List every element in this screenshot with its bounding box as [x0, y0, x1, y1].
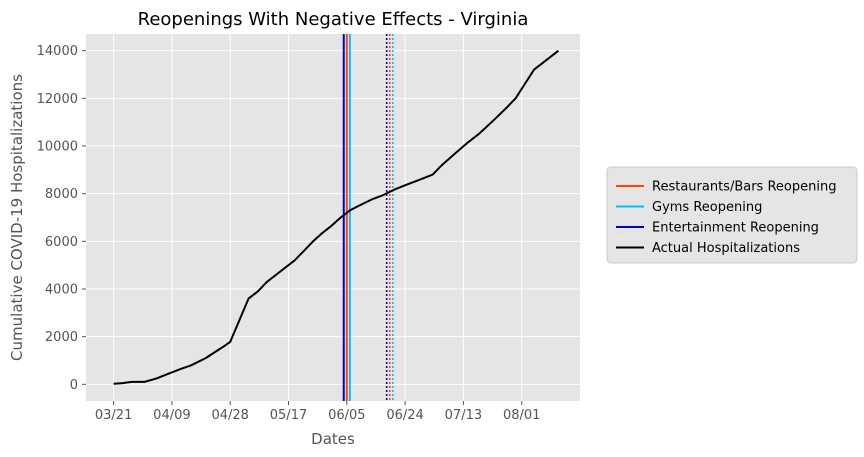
y-tick-label: 14000 [37, 44, 78, 59]
series-lines [113, 49, 560, 385]
x-tick-label: 06/05 [328, 408, 365, 423]
legend-label-gyms: Gyms Reopening [652, 200, 762, 215]
series-line-actual-hospitalizations [113, 49, 560, 385]
x-tick-label: 07/13 [445, 408, 482, 423]
x-tick-label: 05/17 [270, 408, 307, 423]
chart-title: Reopenings With Negative Effects - Virgi… [138, 9, 529, 30]
y-tick-label: 8000 [45, 187, 78, 202]
y-axis-ticks: 0 2000 4000 6000 8000 10000 12000 14000 [37, 44, 86, 393]
y-tick-label: 2000 [45, 330, 78, 345]
legend-label-entertainment: Entertainment Reopening [652, 221, 819, 236]
plot-area [86, 34, 580, 401]
legend-label-actual: Actual Hospitalizations [652, 241, 800, 256]
y-axis-label: Cumulative COVID-19 Hospitalizations [8, 74, 26, 361]
y-tick-label: 10000 [37, 140, 78, 155]
legend: Restaurants/Bars Reopening Gyms Reopening… [606, 166, 858, 264]
x-tick-label: 08/01 [503, 408, 540, 423]
y-tick-label: 0 [70, 378, 78, 393]
x-tick-label: 03/21 [95, 408, 132, 423]
legend-box [606, 166, 858, 264]
x-tick-label: 06/24 [386, 408, 423, 423]
x-axis-label: Dates [311, 430, 355, 448]
x-axis-ticks: 03/21 04/09 04/28 05/17 06/05 06/24 07/13 08/01 [95, 401, 540, 423]
x-tick-label: 04/28 [211, 408, 248, 423]
y-tick-label: 4000 [45, 282, 78, 297]
x-tick-label: 04/09 [153, 408, 190, 423]
y-tick-label: 12000 [37, 92, 78, 107]
reopening-lines [342, 34, 394, 401]
legend-label-restaurants: Restaurants/Bars Reopening [652, 180, 836, 195]
y-tick-label: 6000 [45, 235, 78, 250]
